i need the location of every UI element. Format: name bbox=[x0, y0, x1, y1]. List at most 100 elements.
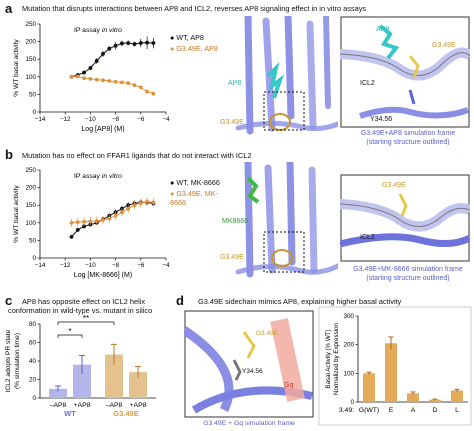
data-point bbox=[94, 59, 99, 63]
category-label: A bbox=[411, 407, 416, 414]
mk8666-ligand-icon bbox=[246, 176, 260, 204]
x-axis-label: Log [MK-8666] (M) bbox=[74, 272, 132, 279]
structure-a-zoom-image bbox=[339, 16, 474, 128]
sig-bracket-2 bbox=[57, 321, 115, 325]
group-label-mutant: G3.49E bbox=[113, 409, 138, 418]
x-tick-label: −4 bbox=[162, 262, 170, 269]
x-axis-label: Log [AP8] (M) bbox=[81, 126, 124, 133]
category-label: +AP8 bbox=[74, 402, 91, 409]
data-point bbox=[120, 80, 124, 85]
structure-b-overview: MK8666 G3.49E bbox=[220, 158, 341, 280]
caption-b-line1: G3.49E+MK-8666 simulation frame bbox=[353, 266, 463, 273]
data-point bbox=[82, 76, 86, 81]
struct-b-label-mutation: G3.49E bbox=[220, 254, 244, 261]
data-point bbox=[138, 201, 143, 205]
panel-a-title: Mutation that disrupts interactions betw… bbox=[22, 4, 367, 13]
structure-b-zoom-image bbox=[339, 174, 472, 262]
struct-d-label-mutation: G3.49E bbox=[256, 330, 279, 337]
y-tick-label: 300 bbox=[343, 313, 354, 320]
caption-a-line2: (starting structure outlined) bbox=[366, 138, 450, 146]
data-point bbox=[132, 42, 137, 46]
y-axis-label: % WT basal activity bbox=[13, 39, 20, 97]
x-tick-label: −6 bbox=[137, 116, 145, 123]
struct-d-label-gq: Gq bbox=[284, 382, 294, 389]
data-point bbox=[82, 70, 86, 75]
struct-b-label-mk8666: MK8666 bbox=[222, 218, 249, 225]
structure-a-overview-image bbox=[235, 12, 341, 135]
y-axis-label-1: Basal Activity (% WT) bbox=[325, 329, 332, 388]
group-label-wt: WT bbox=[64, 409, 76, 418]
data-point bbox=[126, 81, 131, 86]
legend-label-mutant-b: G3.49E, MK-8666 bbox=[170, 189, 218, 207]
bar bbox=[385, 343, 397, 402]
data-point bbox=[132, 203, 137, 208]
panel-b-label: b bbox=[5, 147, 13, 162]
bar bbox=[49, 388, 67, 398]
data-point bbox=[94, 219, 99, 223]
chart-d-svg: 0 100 200 300 Basal Activity (% WT) Normalize… bbox=[318, 306, 472, 426]
category-label: –AP8 bbox=[50, 402, 67, 409]
sig-star-2: ** bbox=[83, 314, 89, 323]
data-point bbox=[101, 78, 105, 83]
data-point bbox=[107, 46, 112, 51]
y-tick-label: 250 bbox=[25, 21, 36, 28]
chart-b-legend: ● WT, MK-8666 ● G3.49E, MK-8666 bbox=[170, 178, 222, 207]
x-tick-label: −12 bbox=[60, 116, 71, 123]
zoom-b-label-icl2: ICL2 bbox=[360, 234, 375, 241]
x-tick-label: −10 bbox=[85, 116, 96, 123]
category-label: +AP8 bbox=[130, 402, 147, 409]
data-point bbox=[151, 200, 156, 205]
y-tick-label: 150 bbox=[25, 56, 36, 63]
data-point bbox=[120, 41, 124, 46]
x-tick-label: −10 bbox=[85, 262, 96, 269]
chart-a-legend: ● WT, AP8 ● G3.49E, AP8 bbox=[170, 32, 218, 54]
y-axis-label: % WT basal activity bbox=[13, 185, 20, 243]
y-tick-label: 20 bbox=[29, 377, 37, 384]
data-point bbox=[75, 74, 80, 79]
data-point bbox=[113, 79, 118, 84]
data-point bbox=[113, 213, 118, 218]
assay-label: IP assay in vitro bbox=[74, 27, 122, 34]
chart-a-svg: −14 −12 −10 −8 −6 −4 0 50 100 150 200 250 Log [AP8] … bbox=[13, 21, 170, 133]
chart-b-svg: −14 −12 −10 −8 −6 −4 0 50 100 150 200 250 Log [MK-86… bbox=[13, 167, 170, 279]
x-tick-label: −8 bbox=[112, 262, 120, 269]
data-point bbox=[151, 91, 156, 96]
y-tick-label: 250 bbox=[25, 167, 36, 174]
data-point bbox=[151, 41, 156, 45]
data-point bbox=[101, 218, 105, 222]
struct-a-label-mutation: G3.49E bbox=[220, 119, 244, 126]
category-label: L bbox=[455, 407, 459, 414]
data-point bbox=[101, 52, 105, 56]
data-point bbox=[145, 40, 150, 45]
x-tick-label: −14 bbox=[35, 116, 46, 123]
y-tick-label: 100 bbox=[25, 220, 36, 227]
category-label: D bbox=[433, 407, 438, 414]
bar bbox=[105, 354, 123, 398]
chart-d: 0 100 200 300 Basal Activity (% WT) Normalize… bbox=[318, 306, 472, 426]
y-tick-label: 100 bbox=[343, 370, 354, 377]
chart-a: −14 −12 −10 −8 −6 −4 0 50 100 150 200 250 Log [AP8] … bbox=[10, 16, 172, 136]
y-axis-label-2: (% simulation time) bbox=[14, 333, 21, 389]
x-prefix-label: 3.49: bbox=[339, 407, 354, 414]
struct-a-label-ap8: AP8 bbox=[228, 80, 242, 87]
zoom-a-label-mutation: G3.49E bbox=[432, 42, 456, 49]
data-point bbox=[88, 66, 93, 70]
panel-d-label: d bbox=[176, 293, 184, 308]
structure-d: G3.49E Y34.56 Gq bbox=[181, 310, 314, 418]
category-label: –AP8 bbox=[106, 402, 123, 409]
data-point bbox=[82, 224, 86, 229]
sig-star-1: * bbox=[68, 327, 71, 336]
bar bbox=[407, 393, 419, 402]
y-tick-label: 40 bbox=[29, 358, 37, 365]
legend-label-wt-b: WT, MK-8666 bbox=[176, 178, 220, 187]
data-point bbox=[132, 83, 137, 88]
category-label: E bbox=[389, 407, 394, 414]
data-point bbox=[82, 219, 86, 224]
data-point bbox=[88, 219, 93, 224]
chart-c: 0 20 40 60 80 ICL2 adopts PR state (% simulati… bbox=[0, 314, 168, 426]
x-tick-label: −8 bbox=[112, 116, 120, 123]
panel-b-title: Mutation has no effect on FFAR1 ligands … bbox=[22, 151, 252, 160]
data-point bbox=[75, 227, 80, 232]
data-point bbox=[94, 77, 99, 82]
structure-a-zoom: AP8 G3.49E ICL2 Y34.56 bbox=[339, 16, 474, 128]
